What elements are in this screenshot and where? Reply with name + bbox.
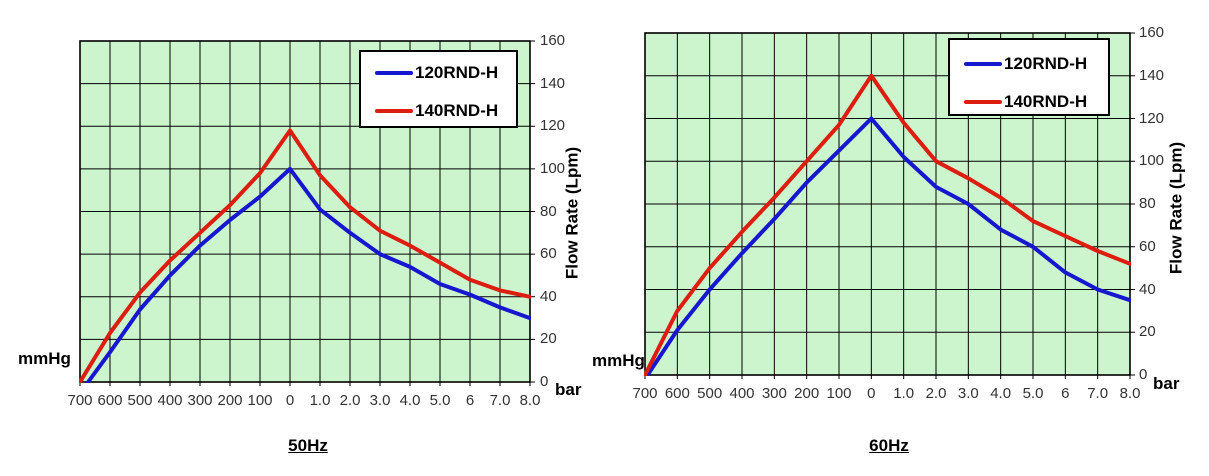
x-tick-label: 400 [157,392,183,409]
legend-entry-120rnd-h: 120RND-H [964,53,1087,75]
y-tick-label: 100 [540,159,566,177]
chart-title-50hz: 50Hz [288,436,328,455]
y-tick-label: 100 [1139,152,1165,170]
y-tick-label: 140 [1139,66,1165,84]
y-axis-title: Flow Rate (Lpm) [1166,141,1186,275]
legend-line-swatch-120rnd-h [964,62,1002,66]
x-tick-label: 300 [761,385,787,402]
mmhg-unit-label: mmHg [592,351,645,370]
x-tick-label: 6 [465,392,475,409]
x-tick-label: 4.0 [399,392,421,409]
x-tick-label: 700 [67,392,93,409]
series-line-120rnd-h [86,166,531,383]
x-tick-label: 4.0 [990,385,1012,402]
x-tick-label: 400 [729,385,755,402]
y-tick-label: 140 [540,74,566,92]
legend-entry-140rnd-h: 140RND-H [964,91,1087,113]
plot-area-svg [644,32,1135,379]
y-tick-label: 120 [1139,109,1165,127]
legend-label: 120RND-H [1004,54,1088,73]
x-tick-label: 5.0 [1022,385,1044,402]
y-tick-label: 60 [540,245,557,263]
x-tick-label: 6 [1061,385,1070,402]
legend-box: 120RND-H 140RND-H [359,50,518,128]
x-tick-label: 8.0 [519,392,541,409]
x-tick-label: 3.0 [957,385,979,402]
series-line-140rnd-h [644,73,1131,376]
bar-unit-label: bar [1153,374,1180,393]
x-tick-label: 300 [187,392,213,409]
chart-title-60hz: 60Hz [869,436,909,455]
y-tick-label: 60 [1139,237,1156,255]
legend-entry-120rnd-h: 120RND-H [375,62,498,84]
y-tick-label: 80 [1139,195,1156,212]
x-tick-label: 1.0 [893,385,915,402]
legend-line-swatch-140rnd-h [964,100,1002,104]
y-tick-label: 160 [1139,24,1165,41]
x-tick-label: 600 [664,385,690,402]
x-tick-label: 3.0 [369,392,391,409]
y-tick-label: 20 [1139,323,1156,341]
series-line-120rnd-h [645,116,1131,376]
x-tick-label: 700 [632,385,658,402]
y-tick-label: 120 [540,117,566,135]
x-tick-label: 2.0 [339,392,361,409]
x-tick-label: 100 [247,392,273,409]
legend-line-swatch-120rnd-h [375,71,413,75]
y-tick-label: 20 [540,330,557,348]
x-tick-label: 500 [127,392,153,409]
x-tick-label: 200 [217,392,243,409]
y-tick-label: 40 [540,287,557,305]
x-tick-label: 600 [97,392,123,409]
bar-unit-label: bar [555,380,582,399]
legend-line-swatch-140rnd-h [375,109,413,113]
y-tick-label: 160 [540,32,566,49]
y-tick-label: 40 [1139,280,1156,298]
legend-box: 120RND-H 140RND-H [948,38,1110,116]
mmhg-unit-label: mmHg [18,349,71,368]
y-tick-label: 80 [540,202,557,220]
legend-label: 120RND-H [415,63,499,82]
y-axis-title: Flow Rate (Lpm) [562,146,582,280]
x-tick-label: 0 [867,385,876,402]
y-tick-label: 0 [1139,366,1148,383]
x-tick-label: 8.0 [1119,385,1141,402]
x-tick-label: 500 [697,385,723,402]
legend-label: 140RND-H [415,101,499,120]
x-tick-label: 100 [826,385,852,402]
legend-entry-140rnd-h: 140RND-H [375,100,498,122]
x-tick-label: 7.0 [1087,385,1109,402]
legend-label: 140RND-H [1004,92,1088,111]
x-tick-label: 200 [794,385,820,402]
x-tick-label: 2.0 [925,385,947,402]
x-tick-label: 0 [285,392,295,409]
x-tick-label: 7.0 [489,392,511,409]
series-line-140rnd-h [79,128,531,383]
x-tick-label: 5.0 [429,392,451,409]
y-tick-label: 0 [540,373,549,390]
x-tick-label: 1.0 [309,392,331,409]
